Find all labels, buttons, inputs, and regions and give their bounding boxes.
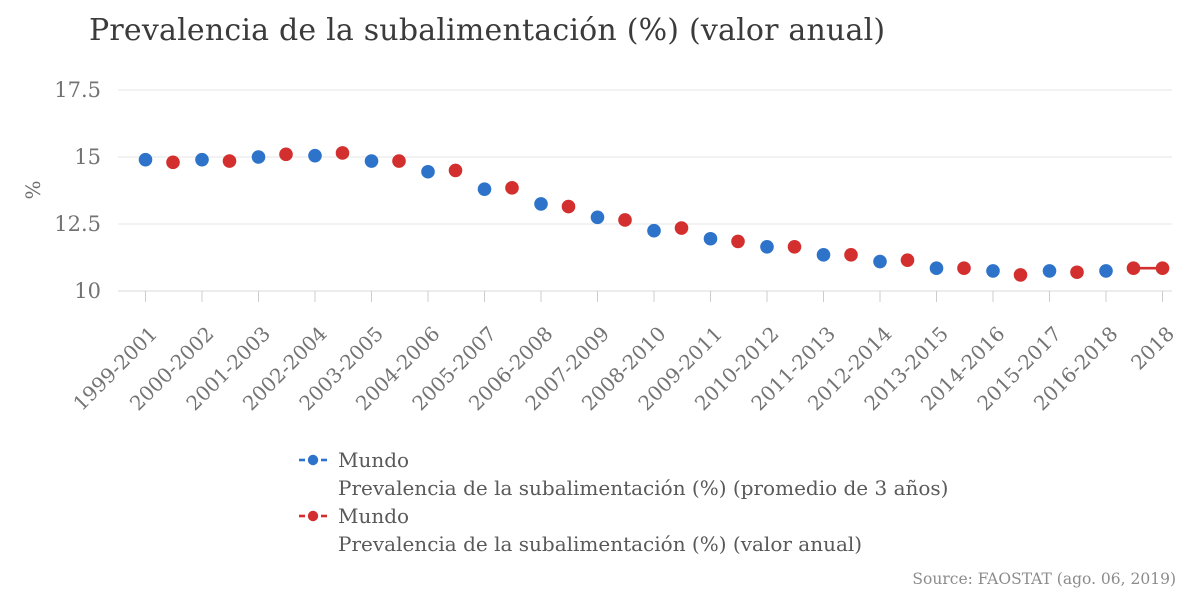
data-point-anual[interactable]	[448, 163, 463, 178]
data-point-anual[interactable]	[787, 239, 802, 254]
data-point-promedio[interactable]	[986, 264, 1000, 278]
source-note: Source: FAOSTAT (ago. 06, 2019)	[912, 570, 1176, 588]
data-point-anual[interactable]	[561, 199, 576, 214]
data-point-promedio[interactable]	[308, 148, 322, 163]
data-point-promedio[interactable]	[760, 239, 774, 254]
data-point-promedio[interactable]	[816, 248, 831, 262]
data-point-anual[interactable]	[1126, 261, 1141, 276]
legend-marker-blue-icon	[299, 446, 327, 474]
data-point-anual[interactable]	[618, 213, 632, 227]
data-point-anual[interactable]	[279, 147, 293, 162]
y-tick-label: 12.5	[54, 212, 101, 236]
data-point-anual[interactable]	[505, 181, 519, 195]
data-point-promedio[interactable]	[1042, 264, 1057, 278]
data-point-anual[interactable]	[900, 253, 915, 267]
data-point-anual[interactable]	[731, 234, 745, 249]
data-point-promedio[interactable]	[421, 164, 435, 179]
data-point-anual[interactable]	[166, 155, 180, 170]
data-point-promedio[interactable]	[534, 197, 548, 211]
y-axis-title: %	[21, 180, 45, 199]
y-tick-label: 10	[74, 279, 101, 303]
legend-series-description: Prevalencia de la subalimentación (%) (v…	[338, 532, 863, 556]
data-point-promedio[interactable]	[138, 152, 153, 167]
data-point-anual[interactable]	[957, 261, 971, 276]
y-tick-label: 15	[74, 145, 101, 169]
data-point-promedio[interactable]	[647, 223, 661, 238]
legend-series-name: Mundo	[338, 504, 410, 528]
data-point-anual[interactable]	[1013, 268, 1028, 282]
data-point-promedio[interactable]	[1099, 264, 1113, 278]
data-point-promedio[interactable]	[703, 231, 718, 246]
data-point-promedio[interactable]	[590, 210, 605, 225]
x-tick-label: 2018	[1126, 322, 1179, 375]
plot-area: 17.51512.510%1999-20012000-20022001-2003…	[21, 78, 1179, 415]
data-point-promedio[interactable]	[477, 182, 492, 196]
chart-title: Prevalencia de la subalimentación (%) (v…	[89, 13, 886, 48]
data-point-promedio[interactable]	[195, 152, 209, 167]
data-point-promedio[interactable]	[873, 254, 887, 269]
legend-series-name: Mundo	[338, 448, 410, 472]
data-point-promedio[interactable]	[251, 150, 266, 164]
data-point-anual[interactable]	[674, 221, 689, 235]
legend: Mundo Prevalencia de la subalimentación …	[299, 446, 949, 558]
legend-item-promedio[interactable]: Mundo Prevalencia de la subalimentación …	[299, 446, 949, 502]
legend-marker-red-icon	[299, 502, 327, 530]
legend-series-description: Prevalencia de la subalimentación (%) (p…	[338, 476, 949, 500]
data-point-anual[interactable]	[335, 146, 350, 160]
data-point-promedio[interactable]	[929, 261, 944, 276]
legend-item-valor-anual[interactable]: Mundo Prevalencia de la subalimentación …	[299, 502, 949, 558]
data-point-anual[interactable]	[844, 248, 858, 262]
data-point-promedio[interactable]	[364, 154, 379, 168]
y-tick-label: 17.5	[54, 78, 101, 102]
data-point-anual[interactable]	[1070, 265, 1084, 280]
data-point-anual[interactable]	[392, 154, 406, 168]
data-point-anual[interactable]	[222, 154, 237, 168]
data-point-anual[interactable]	[1155, 261, 1170, 276]
